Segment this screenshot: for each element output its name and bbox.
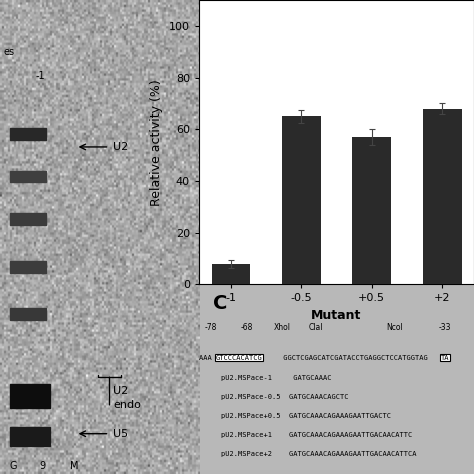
Text: GTCCCACATCG: GTCCCACATCG xyxy=(216,355,262,361)
Bar xyxy=(10,171,46,182)
Text: pU2.MSPace+2    GATGCAAACAGAAAGAATTGACAACATTCA: pU2.MSPace+2 GATGCAAACAGAAAGAATTGACAACAT… xyxy=(221,451,417,457)
Text: AAA: AAA xyxy=(199,355,216,361)
Bar xyxy=(10,308,46,320)
Bar xyxy=(282,116,321,284)
Bar xyxy=(10,384,50,408)
Text: M: M xyxy=(70,461,78,471)
Text: GGCTCGAGCATCGATACCTGAGGCTCCATGGTAG: GGCTCGAGCATCGATACCTGAGGCTCCATGGTAG xyxy=(279,355,428,361)
Bar xyxy=(423,109,462,284)
Text: 9: 9 xyxy=(40,461,46,471)
Text: pU2.MSPace+1    GATGCAAACAGAAAGAATTGACAACATTC: pU2.MSPace+1 GATGCAAACAGAAAGAATTGACAACAT… xyxy=(221,432,412,438)
Text: es: es xyxy=(4,47,15,57)
Text: -33: -33 xyxy=(438,323,451,332)
Text: pU2.MSPace-1     GATGCAAAC: pU2.MSPace-1 GATGCAAAC xyxy=(221,375,332,382)
Text: U5: U5 xyxy=(113,428,128,439)
Text: NcoI: NcoI xyxy=(386,323,403,332)
Bar xyxy=(211,264,250,284)
Bar xyxy=(352,137,391,284)
Bar xyxy=(10,128,46,140)
Text: G: G xyxy=(10,461,18,471)
Y-axis label: Relative activity (%): Relative activity (%) xyxy=(151,79,164,206)
Text: XhoI: XhoI xyxy=(273,323,290,332)
Text: pU2.MSPace-0.5  GATGCAAACAGCTC: pU2.MSPace-0.5 GATGCAAACAGCTC xyxy=(221,394,348,401)
Text: C: C xyxy=(213,294,227,313)
Bar xyxy=(10,427,50,446)
Text: ClaI: ClaI xyxy=(309,323,324,332)
Text: -68: -68 xyxy=(240,323,253,332)
Text: U2: U2 xyxy=(113,142,129,152)
Text: -78: -78 xyxy=(205,323,217,332)
Text: TA: TA xyxy=(441,355,449,361)
Text: U2: U2 xyxy=(113,386,129,396)
Text: pU2.MSPace+0.5  GATGCAAACAGAAAGAATTGACTC: pU2.MSPace+0.5 GATGCAAACAGAAAGAATTGACTC xyxy=(221,413,391,419)
Text: endo: endo xyxy=(113,400,141,410)
X-axis label: Mutant: Mutant xyxy=(311,309,362,322)
Text: -1: -1 xyxy=(36,71,46,81)
Bar xyxy=(10,261,46,273)
Bar xyxy=(10,213,46,225)
